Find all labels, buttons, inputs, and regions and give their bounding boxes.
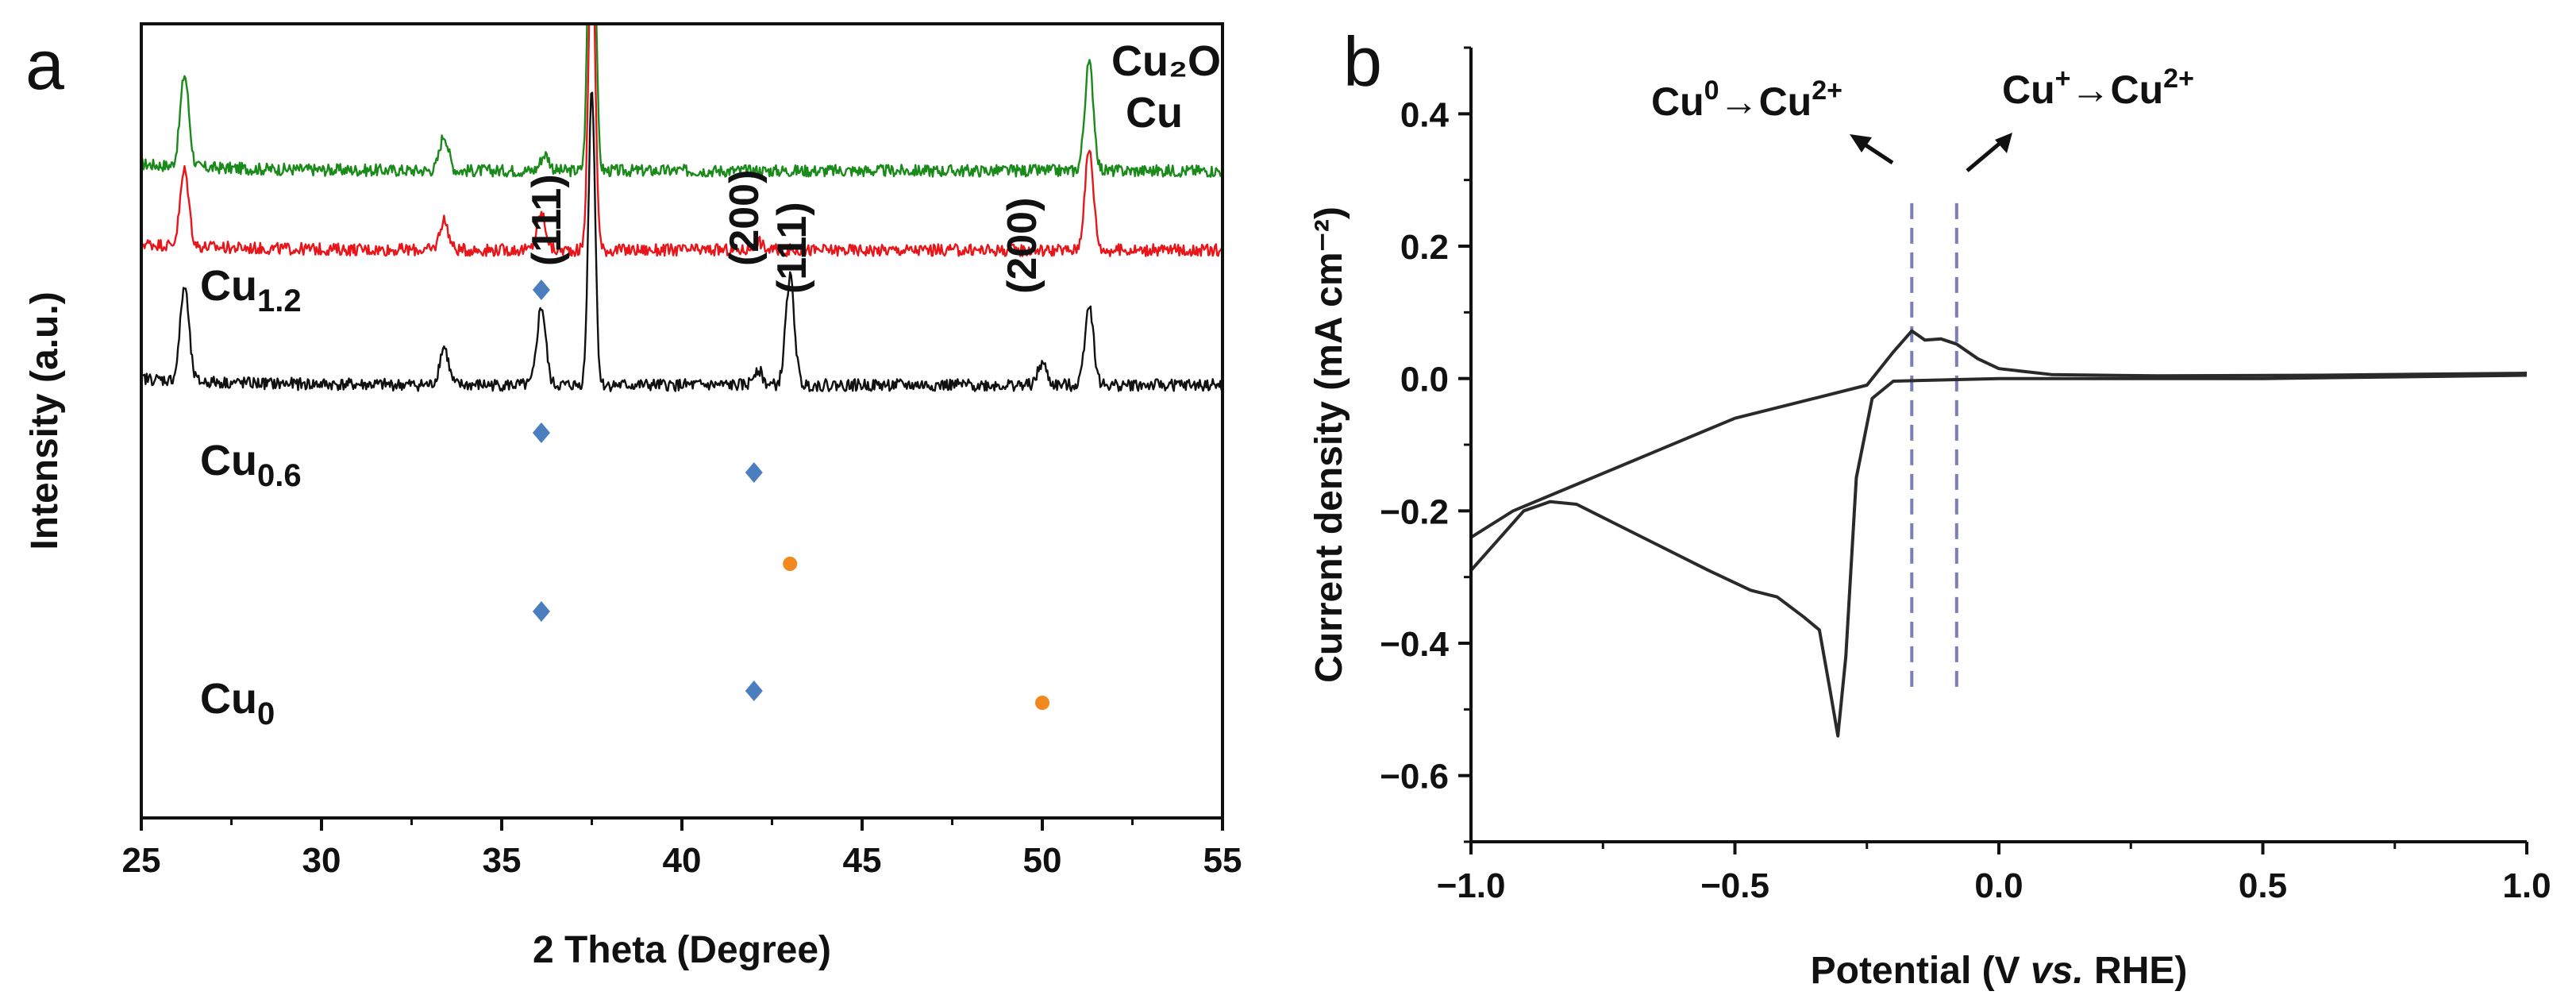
panel-a-x-axis: 25 30 35 40 45 50 55 [122,818,1242,880]
cu2o-marker [745,681,763,701]
cv-anodic-scan [1471,329,2527,539]
panel-a-xtick-label: 25 [122,841,161,880]
panel-b-letter: b [1343,22,1382,101]
cv-cathodic-scan [1471,373,2527,738]
panel-a-ylabel: Intensity (a.u.) [24,291,66,550]
cu2o-marker [532,422,550,443]
panel-a-xtick-label: 30 [302,841,341,880]
legend-cu2o: Cu₂O [1111,37,1221,85]
cu-marker [783,557,798,571]
peak-label-cu-111: (111) [769,202,815,294]
panel-b-xtick-label: −0.5 [1700,866,1769,905]
panel-b-dashed-lines [1910,202,1958,693]
panel-b-ytick-label: 0.0 [1400,361,1449,399]
panel-b-ytick-label: −0.2 [1380,492,1449,531]
peak-label-cu2o-200: (200) [722,170,768,266]
series-label-cu0-6: Cu0.6 [200,437,302,493]
panel-a-xtick-label: 40 [663,841,702,880]
series-label-cu1-2: Cu1.2 [200,262,302,318]
panel-b-xtick-label: 0.5 [2239,866,2287,905]
panel-a-xlabel: 2 Theta (Degree) [533,929,831,971]
panel-a-letter: a [25,25,64,104]
panel-b-axes: −1.0 −0.5 0.0 0.5 1.0 −0.6 −0.4 −0.2 0.0 0.2 0.4 [1380,46,2551,905]
annotation-cu0-to-cu2plus: Cu0→Cu2+ [1651,75,1842,124]
xrd-trace-Cu0-6 [141,24,1223,257]
cu-marker [1035,696,1049,710]
panel-b-xtick-label: 1.0 [2502,866,2551,905]
panel-b-xtick-label: −1.0 [1437,866,1506,905]
panel-b: b −1.0 −0.5 0.0 0.5 1.0 −0.6 −0.4 −0.2 0.0 0.2 0.4… [1308,22,2551,992]
peak-label-cu2o-111: (111) [524,174,570,266]
panel-b-ytick-label: 0.2 [1400,228,1449,267]
panel-b-ylabel: Current density (mA cm⁻²) [1308,206,1350,683]
xrd-trace-Cu0 [141,91,1223,392]
panel-b-ytick-label: 0.4 [1400,95,1450,134]
panel-a-xtick-label: 55 [1203,841,1242,880]
annotation-arrow-right [1966,133,2012,172]
cu2o-marker [745,462,763,483]
panel-a-frame [140,22,1224,820]
panel-a-markers [532,280,1049,710]
panel-a-xtick-label: 35 [483,841,522,880]
panel-b-xtick-label: 0.0 [1974,866,2023,905]
panel-a-xtick-label: 45 [843,841,882,880]
legend-cu: Cu [1126,89,1183,137]
panel-b-ytick-label: −0.6 [1380,758,1449,796]
peak-label-cu-200: (200) [999,198,1045,294]
panel-b-ytick-label: −0.4 [1380,625,1449,664]
panel-a-xtick-label: 50 [1023,841,1062,880]
annotation-cu1-to-cu2plus: Cu+→Cu2+ [2002,64,2194,112]
panel-a: a 25 30 35 40 45 50 55 2 Theta (Degree) Intens… [24,22,1242,971]
cu2o-marker [532,601,550,622]
xrd-trace-Cu1-2 [141,24,1223,178]
cu2o-marker [532,280,550,300]
annotation-arrow-left [1850,134,1894,165]
series-label-cu0: Cu0 [200,675,275,731]
panel-a-traces [141,24,1223,392]
panel-b-xlabel: Potential (V vs. RHE) [1811,950,2188,992]
panel-b-traces [1471,329,2527,738]
